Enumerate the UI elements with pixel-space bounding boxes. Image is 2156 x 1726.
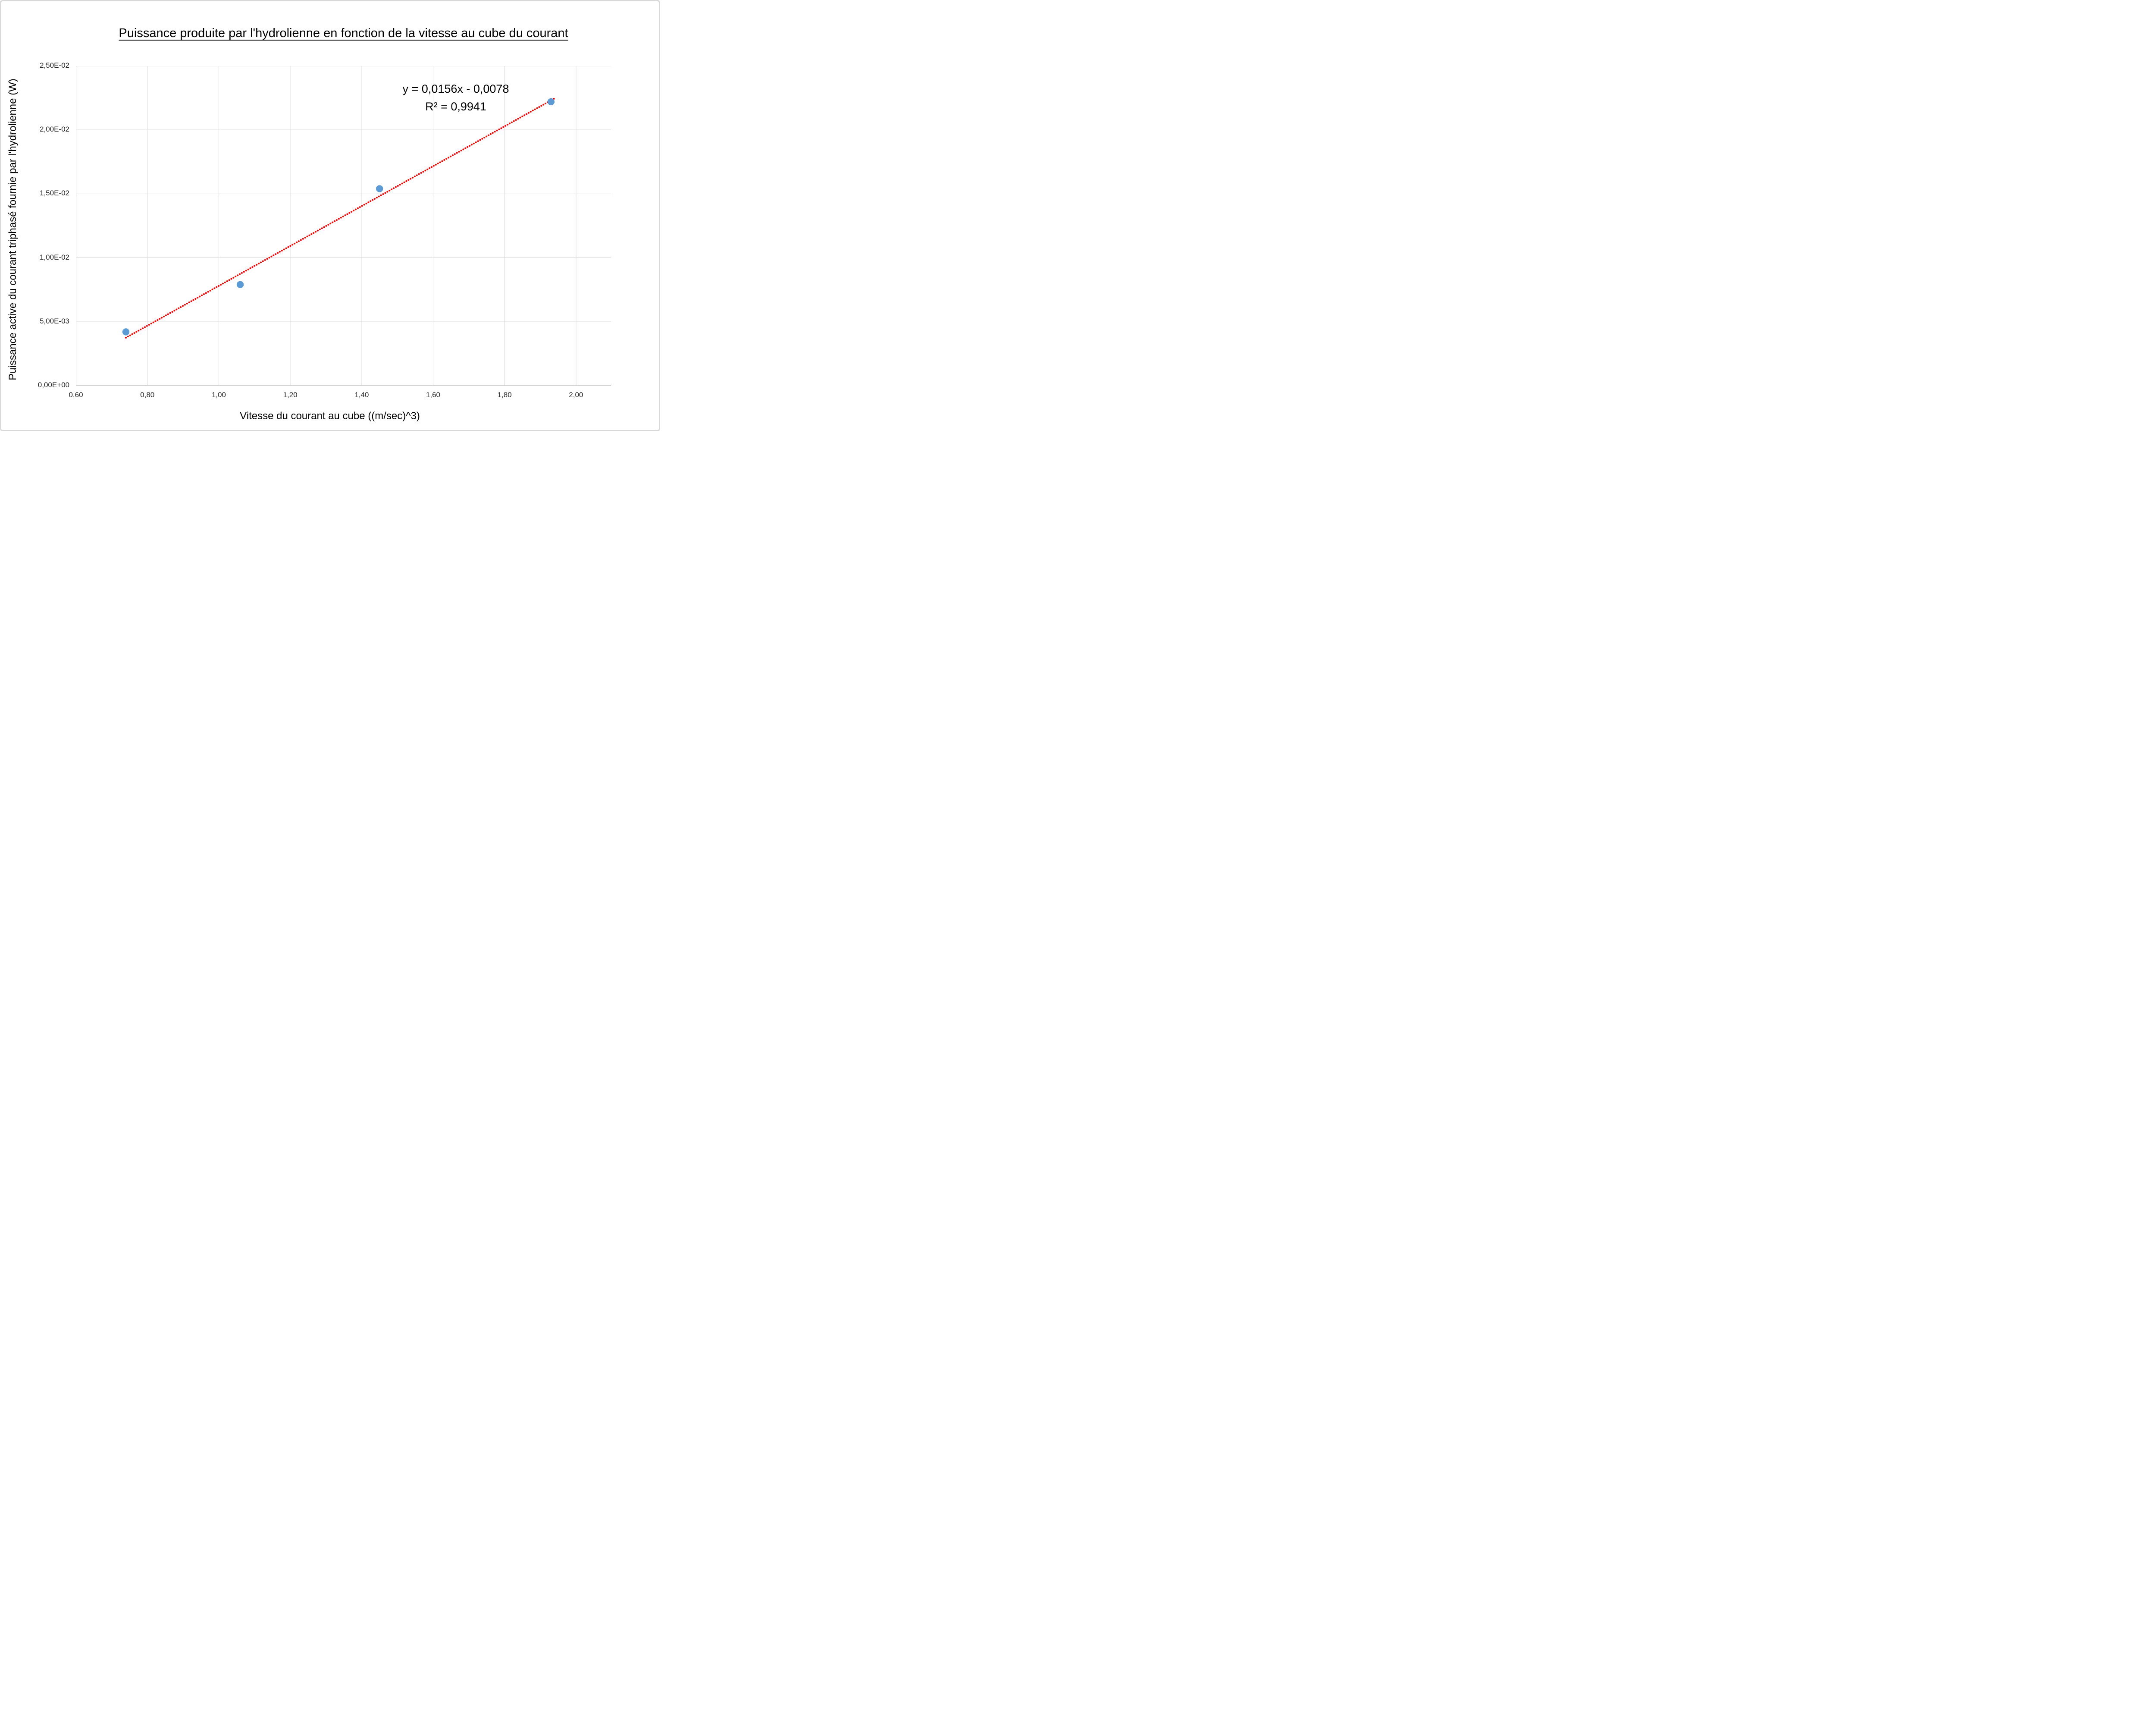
y-tick-label: 2,50E-02 — [40, 61, 69, 69]
x-tick-label: 1,80 — [497, 391, 512, 399]
x-tick-label: 0,80 — [140, 391, 155, 399]
y-tick-label: 2,00E-02 — [40, 125, 69, 134]
y-axis-title: Puissance active du courant triphasé fou… — [7, 78, 19, 380]
chart-title: Puissance produite par l'hydrolienne en … — [119, 26, 568, 40]
x-tick-label: 1,00 — [211, 391, 226, 399]
plot-area-svg — [76, 66, 611, 386]
y-tick-label: 0,00E+00 — [38, 381, 69, 389]
data-point-marker — [547, 98, 555, 106]
trendline — [125, 97, 556, 339]
data-point-marker — [236, 281, 244, 289]
y-tick-label: 5,00E-03 — [40, 317, 69, 325]
y-tick-label: 1,00E-02 — [40, 253, 69, 261]
trendline-r-squared: R² = 0,9941 — [425, 100, 486, 113]
x-tick-label: 1,60 — [426, 391, 440, 399]
y-tick-label: 1,50E-02 — [40, 189, 69, 198]
x-tick-label: 0,60 — [69, 391, 83, 399]
x-tick-label: 1,20 — [283, 391, 298, 399]
trendline-annotation: y = 0,0156x - 0,0078 R² = 0,9941 — [391, 80, 520, 116]
chart-area: Puissance produite par l'hydrolienne en … — [0, 0, 660, 431]
trendline-equation: y = 0,0156x - 0,0078 — [402, 82, 509, 95]
x-tick-label: 2,00 — [569, 391, 583, 399]
data-point-marker — [122, 328, 130, 336]
x-axis-title: Vitesse du courant au cube ((m/sec)^3) — [240, 410, 420, 422]
x-tick-label: 1,40 — [354, 391, 369, 399]
data-point-marker — [376, 185, 383, 192]
